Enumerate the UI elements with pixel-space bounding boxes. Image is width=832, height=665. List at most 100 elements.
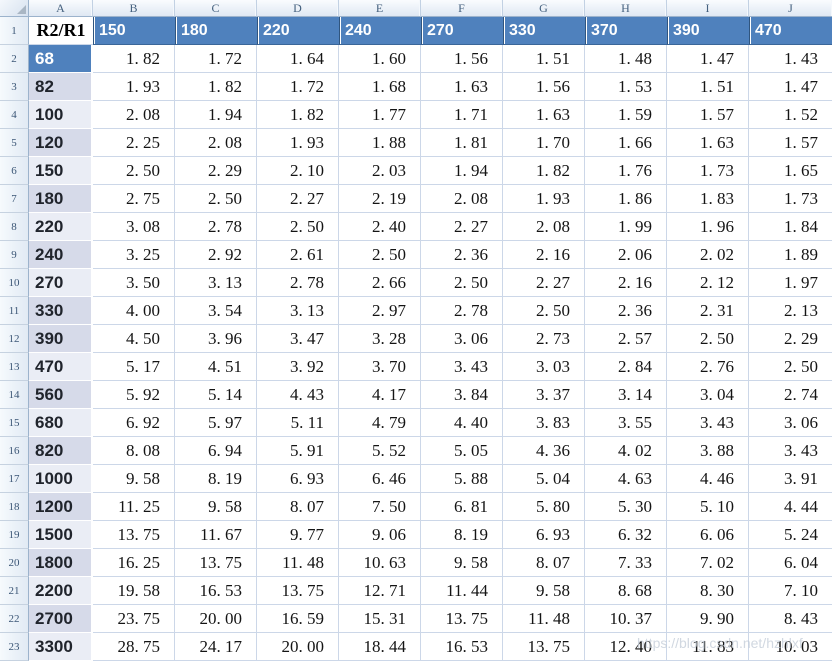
data-cell[interactable]: 16. 59 — [257, 605, 339, 633]
data-cell[interactable]: 13. 75 — [503, 633, 585, 661]
data-cell[interactable]: 13. 75 — [421, 605, 503, 633]
data-cell[interactable]: 1. 82 — [503, 157, 585, 185]
row-label-cell[interactable]: 270 — [29, 269, 93, 297]
data-cell[interactable]: 10. 63 — [339, 549, 421, 577]
row-label-cell[interactable]: 330 — [29, 297, 93, 325]
data-cell[interactable]: 5. 04 — [503, 465, 585, 493]
column-title-cell[interactable]: 370 — [585, 17, 667, 45]
data-cell[interactable]: 8. 19 — [421, 521, 503, 549]
data-cell[interactable]: 3. 55 — [585, 409, 667, 437]
data-cell[interactable]: 5. 97 — [175, 409, 257, 437]
data-cell[interactable]: 1. 57 — [667, 101, 749, 129]
data-cell[interactable]: 9. 58 — [93, 465, 175, 493]
data-cell[interactable]: 12. 40 — [585, 633, 667, 661]
row-label-cell[interactable]: 1500 — [29, 521, 93, 549]
column-title-cell[interactable]: 240 — [339, 17, 421, 45]
data-cell[interactable]: 1. 96 — [667, 213, 749, 241]
data-cell[interactable]: 13. 75 — [93, 521, 175, 549]
data-cell[interactable]: 5. 11 — [257, 409, 339, 437]
row-label-cell[interactable]: 820 — [29, 437, 93, 465]
data-cell[interactable]: 4. 44 — [749, 493, 832, 521]
row-header-13[interactable]: 13 — [0, 353, 29, 381]
data-cell[interactable]: 1. 56 — [503, 73, 585, 101]
data-cell[interactable]: 2. 08 — [421, 185, 503, 213]
data-cell[interactable]: 7. 50 — [339, 493, 421, 521]
data-cell[interactable]: 1. 73 — [749, 185, 832, 213]
data-cell[interactable]: 4. 51 — [175, 353, 257, 381]
data-cell[interactable]: 3. 54 — [175, 297, 257, 325]
data-cell[interactable]: 2. 27 — [421, 213, 503, 241]
data-cell[interactable]: 2. 36 — [585, 297, 667, 325]
data-cell[interactable]: 2. 06 — [585, 241, 667, 269]
data-cell[interactable]: 1. 82 — [175, 73, 257, 101]
data-cell[interactable]: 13. 75 — [175, 549, 257, 577]
data-cell[interactable]: 2. 73 — [503, 325, 585, 353]
data-cell[interactable]: 1. 93 — [257, 129, 339, 157]
row-label-cell[interactable]: 120 — [29, 129, 93, 157]
row-header-16[interactable]: 16 — [0, 437, 29, 465]
data-cell[interactable]: 2. 50 — [339, 241, 421, 269]
data-cell[interactable]: 1. 99 — [585, 213, 667, 241]
data-cell[interactable]: 9. 58 — [503, 577, 585, 605]
data-cell[interactable]: 1. 60 — [339, 45, 421, 73]
data-cell[interactable]: 1. 63 — [667, 129, 749, 157]
data-cell[interactable]: 5. 10 — [667, 493, 749, 521]
data-cell[interactable]: 1. 94 — [175, 101, 257, 129]
data-cell[interactable]: 2. 16 — [503, 241, 585, 269]
data-cell[interactable]: 2. 25 — [93, 129, 175, 157]
data-cell[interactable]: 2. 74 — [749, 381, 832, 409]
data-cell[interactable]: 10. 03 — [749, 633, 832, 661]
data-cell[interactable]: 2. 50 — [421, 269, 503, 297]
data-cell[interactable]: 2. 78 — [257, 269, 339, 297]
row-label-cell[interactable]: 68 — [29, 45, 93, 73]
row-header-20[interactable]: 20 — [0, 549, 29, 577]
data-cell[interactable]: 1. 81 — [421, 129, 503, 157]
column-title-cell[interactable]: 220 — [257, 17, 339, 45]
data-cell[interactable]: 1. 65 — [749, 157, 832, 185]
data-cell[interactable]: 2. 19 — [339, 185, 421, 213]
data-cell[interactable]: 1. 86 — [585, 185, 667, 213]
data-cell[interactable]: 1. 57 — [749, 129, 832, 157]
data-cell[interactable]: 3. 37 — [503, 381, 585, 409]
row-label-cell[interactable]: 2700 — [29, 605, 93, 633]
data-cell[interactable]: 16. 53 — [175, 577, 257, 605]
data-cell[interactable]: 2. 10 — [257, 157, 339, 185]
data-cell[interactable]: 8. 07 — [257, 493, 339, 521]
data-cell[interactable]: 5. 92 — [93, 381, 175, 409]
data-cell[interactable]: 1. 93 — [503, 185, 585, 213]
data-cell[interactable]: 1. 94 — [421, 157, 503, 185]
data-cell[interactable]: 2. 78 — [421, 297, 503, 325]
data-cell[interactable]: 2. 40 — [339, 213, 421, 241]
data-cell[interactable]: 7. 10 — [749, 577, 832, 605]
data-cell[interactable]: 7. 33 — [585, 549, 667, 577]
data-cell[interactable]: 3. 83 — [503, 409, 585, 437]
data-cell[interactable]: 19. 58 — [93, 577, 175, 605]
data-cell[interactable]: 3. 91 — [749, 465, 832, 493]
data-cell[interactable]: 5. 17 — [93, 353, 175, 381]
data-cell[interactable]: 2. 50 — [93, 157, 175, 185]
data-cell[interactable]: 28. 75 — [93, 633, 175, 661]
column-title-cell[interactable]: 390 — [667, 17, 749, 45]
data-cell[interactable]: 8. 19 — [175, 465, 257, 493]
row-header-5[interactable]: 5 — [0, 129, 29, 157]
row-header-8[interactable]: 8 — [0, 213, 29, 241]
column-header-E[interactable]: E — [339, 0, 421, 17]
row-label-cell[interactable]: 1200 — [29, 493, 93, 521]
column-header-J[interactable]: J — [749, 0, 832, 17]
data-cell[interactable]: 2. 13 — [749, 297, 832, 325]
data-cell[interactable]: 1. 51 — [667, 73, 749, 101]
data-cell[interactable]: 3. 92 — [257, 353, 339, 381]
data-cell[interactable]: 3. 43 — [667, 409, 749, 437]
column-header-F[interactable]: F — [421, 0, 503, 17]
data-cell[interactable]: 2. 92 — [175, 241, 257, 269]
data-cell[interactable]: 11. 67 — [175, 521, 257, 549]
data-cell[interactable]: 2. 16 — [585, 269, 667, 297]
row-header-9[interactable]: 9 — [0, 241, 29, 269]
column-header-C[interactable]: C — [175, 0, 257, 17]
data-cell[interactable]: 5. 14 — [175, 381, 257, 409]
data-cell[interactable]: 11. 48 — [257, 549, 339, 577]
row-header-17[interactable]: 17 — [0, 465, 29, 493]
data-cell[interactable]: 9. 58 — [421, 549, 503, 577]
row-header-10[interactable]: 10 — [0, 269, 29, 297]
data-cell[interactable]: 1. 77 — [339, 101, 421, 129]
